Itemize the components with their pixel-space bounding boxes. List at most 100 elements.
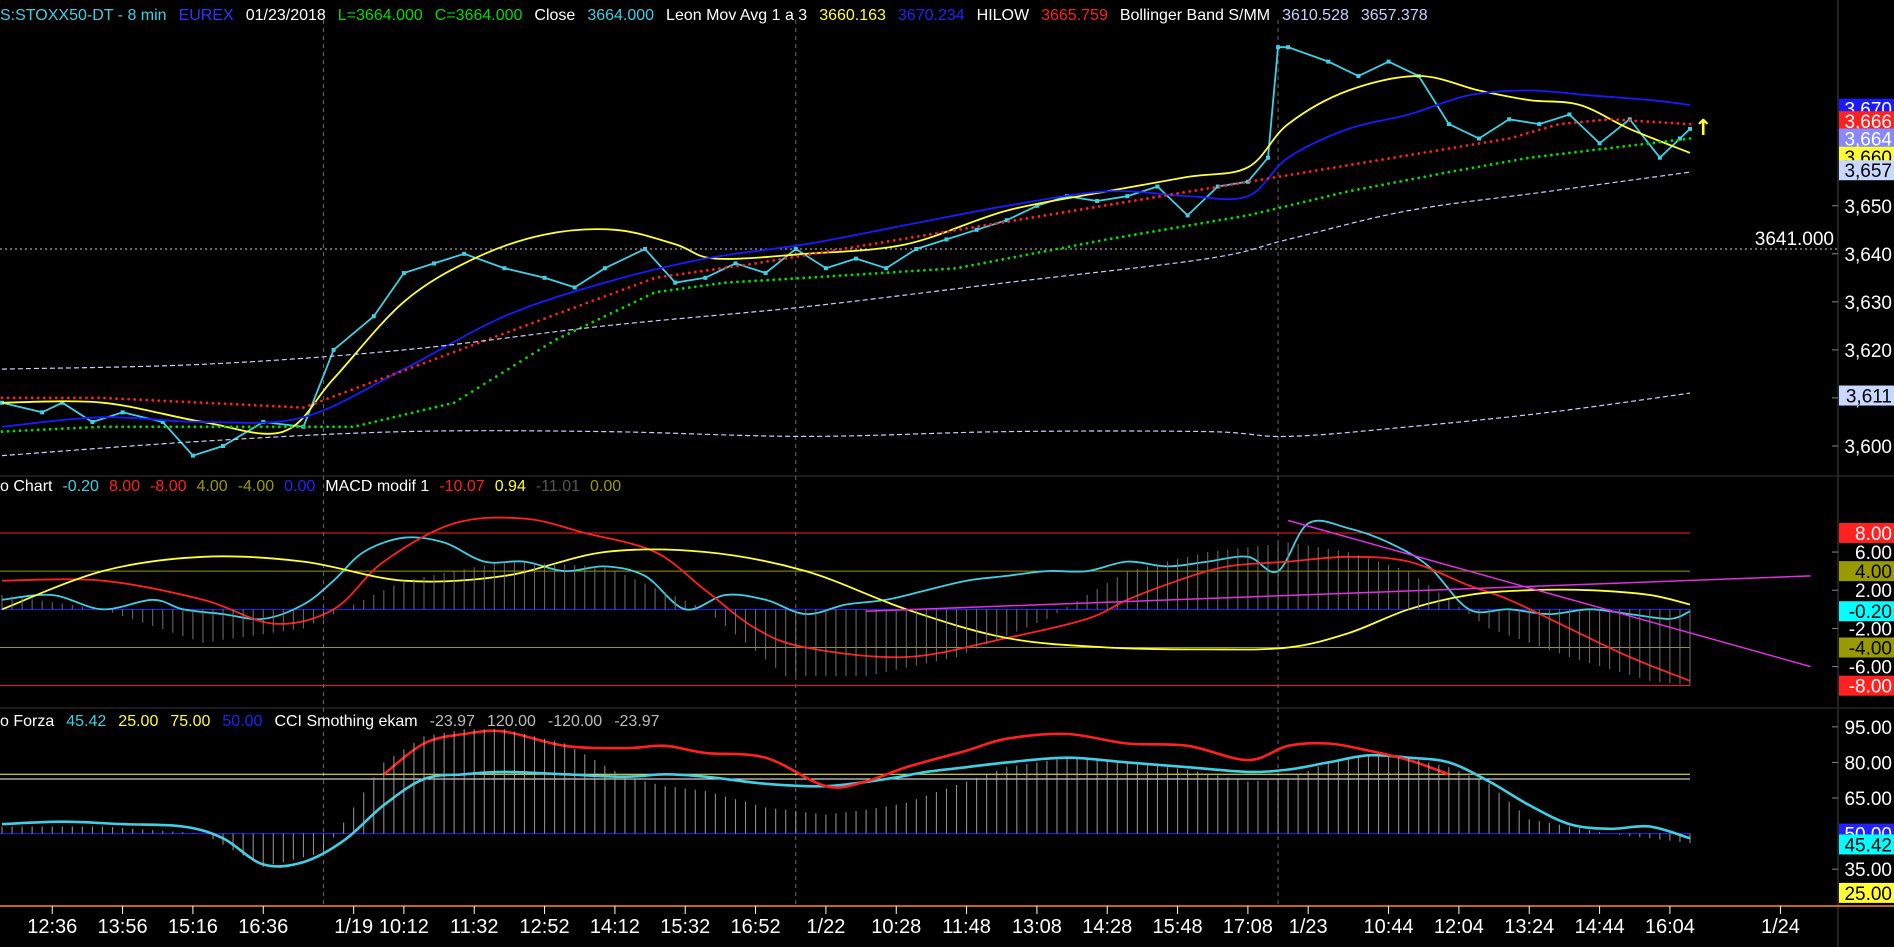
price-point xyxy=(371,314,376,319)
series-dot xyxy=(283,425,287,429)
series-dot xyxy=(844,247,848,250)
series-dot xyxy=(549,341,552,345)
series-line xyxy=(1,753,1691,868)
series-dot xyxy=(832,249,836,252)
series-dot xyxy=(1393,181,1396,184)
axis-tick-label: -2.00 xyxy=(1849,619,1892,640)
price-badge xyxy=(1839,128,1894,149)
price-point xyxy=(1657,155,1662,160)
series-dot xyxy=(1302,200,1306,204)
header-item: -23.97 xyxy=(614,713,659,730)
dotted-series xyxy=(0,118,1692,409)
header-item: 01/23/2018 xyxy=(246,7,326,24)
series-dot xyxy=(36,428,40,432)
axis-tick-badge xyxy=(1839,561,1894,582)
series-dot xyxy=(410,366,414,369)
series-dot xyxy=(736,264,739,268)
header-item: 0.00 xyxy=(284,478,315,495)
series-dot xyxy=(621,306,625,310)
series-dot xyxy=(1369,185,1372,189)
series-dot xyxy=(332,395,335,398)
series-dot xyxy=(241,425,245,429)
series-dot xyxy=(60,427,64,431)
price-point xyxy=(1326,59,1331,64)
series-dot xyxy=(1417,152,1421,155)
time-tick-label: 1/22 xyxy=(806,916,845,938)
series-dot xyxy=(1103,238,1107,242)
axis-tick-label: 45.42 xyxy=(1844,835,1892,856)
price-point xyxy=(1266,155,1270,160)
series-dot xyxy=(296,405,299,409)
series-dot xyxy=(1007,220,1011,223)
series-dot xyxy=(1146,197,1149,200)
series-dot xyxy=(151,425,155,429)
series-dot xyxy=(525,356,528,360)
series-dot xyxy=(187,400,191,404)
series-dot xyxy=(1236,182,1240,185)
series-dot xyxy=(1158,229,1161,232)
series-dot xyxy=(1260,178,1264,181)
series-dot xyxy=(1507,137,1511,140)
series-dot xyxy=(1586,119,1589,123)
series-dot xyxy=(675,287,679,291)
header-item: -11.01 xyxy=(536,478,580,495)
series-dot xyxy=(470,343,474,347)
series-dot xyxy=(814,275,818,279)
macd-panel[interactable]: 8.006.004.002.00-0.20-2.00-4.00-6.00-8.0… xyxy=(0,516,1894,698)
series-dot xyxy=(103,396,106,400)
price-point xyxy=(1004,218,1009,223)
axis-tick-badge xyxy=(1839,882,1894,903)
series-dot xyxy=(1399,155,1403,158)
series-dot xyxy=(139,425,143,429)
series-dot xyxy=(724,266,727,270)
series-dot xyxy=(6,396,10,400)
series-dot xyxy=(784,277,788,281)
series-dot xyxy=(953,266,956,270)
series-dot xyxy=(904,237,908,240)
price-badge-label: 3,666 xyxy=(1844,112,1892,133)
series-dot xyxy=(820,275,824,279)
series-dot xyxy=(1224,184,1228,187)
series-dot xyxy=(133,425,137,429)
series-dot xyxy=(1146,231,1149,234)
series-dot xyxy=(1152,196,1155,199)
header-item: -23.97 xyxy=(430,713,475,730)
header-item: 0.00 xyxy=(590,478,621,495)
series-dot xyxy=(163,425,167,429)
series-dot xyxy=(730,280,733,284)
series-dot xyxy=(1308,170,1312,173)
series-dot xyxy=(223,402,227,406)
price-panel[interactable]: 3641.0003,6503,6403,6303,6203,6103,6003,… xyxy=(0,45,1894,458)
series-dot xyxy=(97,396,100,400)
series-dot xyxy=(1375,159,1378,162)
series-dot xyxy=(380,377,384,381)
series-dot xyxy=(941,231,944,234)
series-dot xyxy=(597,297,601,300)
series-dot xyxy=(283,405,287,409)
series-dot xyxy=(1453,169,1457,173)
series-dot xyxy=(850,246,854,249)
header-item: EUREX xyxy=(179,7,234,24)
series-dot xyxy=(1622,118,1626,122)
series-line xyxy=(1287,519,1811,668)
series-dot xyxy=(1133,233,1137,236)
price-point xyxy=(331,347,336,352)
series-dot xyxy=(446,402,450,406)
series-dot xyxy=(916,269,920,273)
price-point xyxy=(944,237,949,242)
price-point xyxy=(643,247,648,251)
series-dot xyxy=(1610,146,1614,150)
series-dot xyxy=(344,425,348,429)
series-dot xyxy=(356,386,360,389)
axis-tick-badge xyxy=(1839,834,1894,855)
axis-tick-label: -6.00 xyxy=(1849,658,1892,679)
series-dot xyxy=(1676,121,1680,125)
series-dot xyxy=(1405,178,1409,182)
series-dot xyxy=(1387,182,1390,186)
series-dot xyxy=(1447,147,1451,150)
header-item: Leon Mov Avg 1 a 3 xyxy=(666,7,807,24)
series-dot xyxy=(705,283,709,287)
series-dot xyxy=(1031,252,1035,256)
